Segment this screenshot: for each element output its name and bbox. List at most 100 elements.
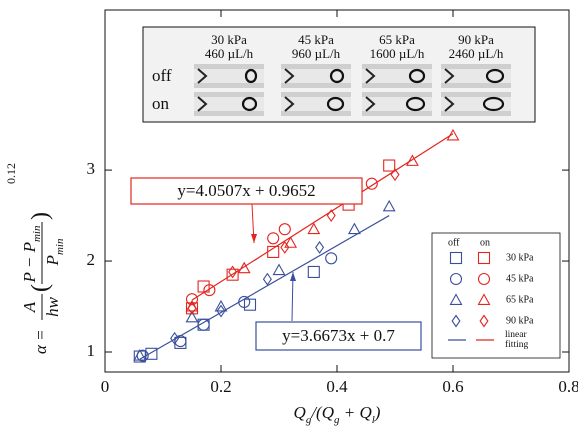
inset-row-label: off <box>152 66 172 85</box>
inset-pressure: 30 kPa <box>211 32 247 47</box>
marker-square <box>243 298 257 311</box>
droplet <box>405 96 426 112</box>
y-tick-label: 1 <box>87 341 96 360</box>
marker-square <box>307 265 320 278</box>
x-label-part: g <box>334 414 340 426</box>
y-label-lhs: α = <box>31 329 50 354</box>
legend-box <box>431 232 561 359</box>
marker-triangle <box>185 310 199 323</box>
y-label-den-text: P <box>43 255 62 266</box>
inset-row-label: on <box>152 94 170 113</box>
marker-triangle <box>284 236 298 248</box>
marker-diamond <box>280 240 290 254</box>
inset-flow: 1600 µL/h <box>370 46 425 61</box>
marker-circle <box>197 318 210 331</box>
y-label-close: ) <box>28 212 54 220</box>
inset-pressure: 65 kPa <box>379 32 415 47</box>
y-label-exponent: 0.12 <box>4 163 18 184</box>
legend-label: 65 kPa <box>506 294 534 305</box>
legend-label: 90 kPa <box>506 315 534 326</box>
y-label-num: P − Pmin <box>20 225 43 283</box>
marker-diamond <box>326 209 336 223</box>
channel <box>194 97 264 111</box>
marker-circle <box>174 335 187 348</box>
marker-diamond <box>228 265 238 279</box>
droplet <box>329 68 345 84</box>
x-tick-label: 0.8 <box>558 377 578 396</box>
marker-diamond <box>451 314 461 328</box>
nozzle <box>444 68 455 84</box>
marker-triangle <box>347 222 361 235</box>
y-label-den-sub: min <box>54 238 66 255</box>
marker-triangle <box>477 293 491 305</box>
y-tick-label: 3 <box>87 159 96 178</box>
droplet <box>241 96 258 112</box>
droplet <box>485 68 505 84</box>
x-label-part: g <box>306 414 312 426</box>
x-label-part: l <box>372 414 375 426</box>
nozzle <box>365 68 376 84</box>
x-axis-label: Qg/(Qg + Ql) <box>294 403 381 426</box>
x-label-part: + Q <box>339 403 371 422</box>
x-label-part: Q <box>294 403 306 422</box>
equation: y=3.6673x + 0.7 <box>282 326 395 345</box>
marker-diamond <box>262 272 272 286</box>
arrow-head <box>290 272 296 281</box>
marker-diamond <box>187 301 197 315</box>
inset-flow: 460 µL/h <box>205 46 254 61</box>
x-tick-label: 0.6 <box>442 377 463 396</box>
marker-circle <box>477 272 491 286</box>
equation-box <box>130 177 363 205</box>
x-tick-label: 0.4 <box>326 377 348 396</box>
marker-circle <box>325 252 338 265</box>
marker-triangle <box>237 261 251 274</box>
x-tick-label: 0 <box>101 377 110 396</box>
marker-square <box>145 347 158 360</box>
marker-triangle <box>449 293 463 305</box>
x-tick-label: 0.2 <box>210 377 231 396</box>
droplet <box>408 68 426 84</box>
marker-diamond <box>479 314 489 328</box>
marker-circle <box>203 284 216 297</box>
marker-square <box>477 251 491 265</box>
x-label-part: ) <box>374 403 381 422</box>
marker-square <box>197 280 210 293</box>
nozzle <box>197 68 208 84</box>
channel <box>281 97 351 111</box>
marker-triangle <box>307 222 321 235</box>
nozzle <box>284 96 295 112</box>
arrow-head <box>251 234 257 243</box>
inset-flow: 2460 µL/h <box>449 46 504 61</box>
inset-flow: 960 µL/h <box>292 46 341 61</box>
y-label-num-text: P − P <box>20 242 39 283</box>
marker-circle <box>238 295 251 309</box>
marker-triangle <box>133 348 147 361</box>
marker-diamond <box>315 240 325 254</box>
droplet <box>244 68 258 84</box>
marker-circle <box>449 272 463 286</box>
y-label-hw: hw <box>43 296 62 317</box>
channel <box>441 69 511 83</box>
y-tick-label: 2 <box>87 250 96 269</box>
y-label-open: ( <box>28 284 54 292</box>
inset-pressure: 45 kPa <box>298 32 334 47</box>
marker-diamond <box>390 168 400 182</box>
equation-box <box>255 321 422 351</box>
marker-square <box>449 251 463 265</box>
marker-triangle <box>382 199 396 212</box>
y-label-den: Pmin <box>43 238 66 266</box>
legend-column: on <box>480 237 490 248</box>
marker-triangle <box>272 263 286 276</box>
legend-label: 30 kPa <box>506 252 534 263</box>
legend-label: 45 kPa <box>506 273 534 284</box>
channel <box>362 69 432 83</box>
nozzle <box>444 96 455 112</box>
marker-square <box>383 159 396 172</box>
equation: y=4.0507x + 0.9652 <box>177 181 315 200</box>
channel <box>441 97 511 111</box>
nozzle <box>365 96 376 112</box>
inset-pressure: 90 kPa <box>458 32 494 47</box>
